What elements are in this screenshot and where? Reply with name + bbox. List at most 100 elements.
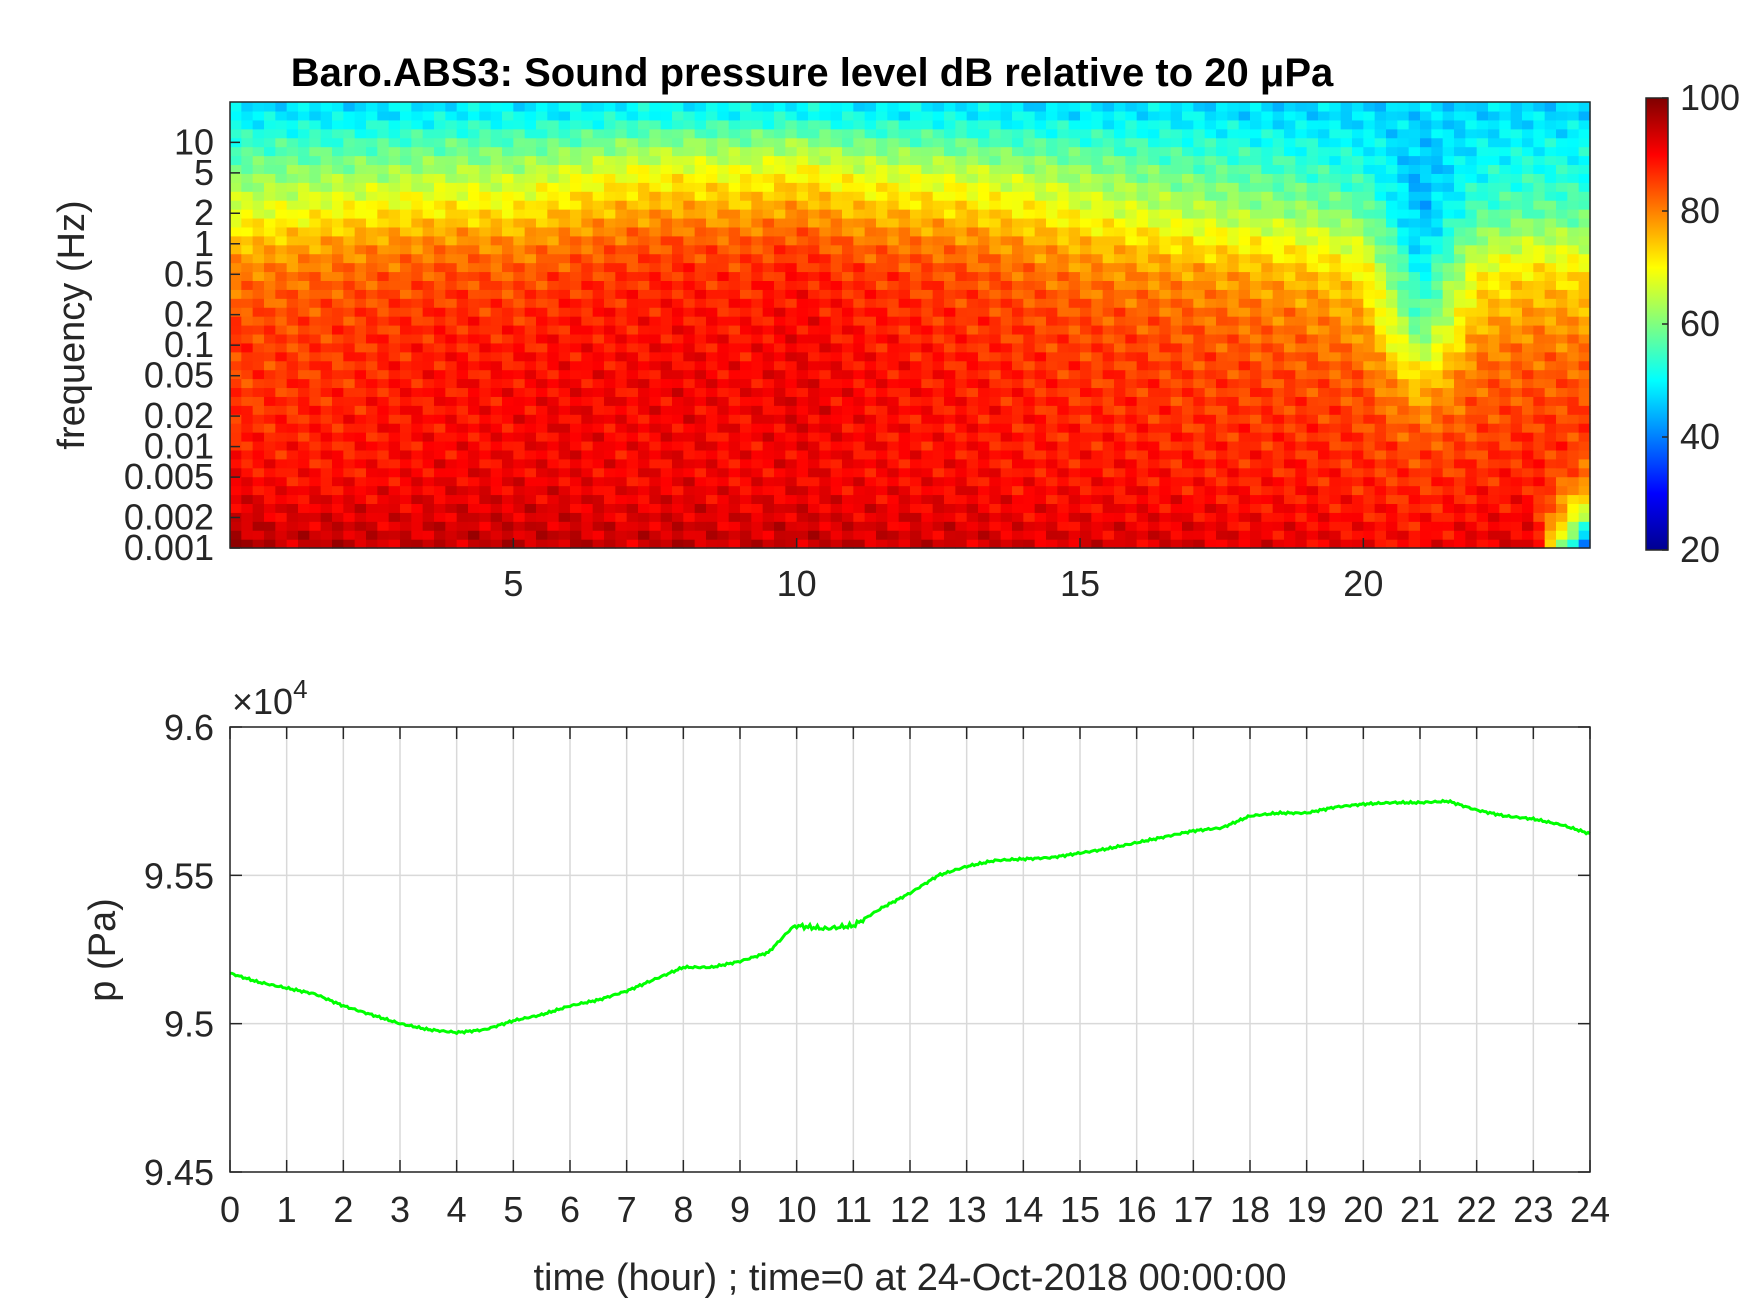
heatmap-cell bbox=[230, 405, 242, 415]
heatmap-cell bbox=[1204, 307, 1217, 317]
heatmap-cell bbox=[1125, 128, 1138, 139]
heatmap-cell bbox=[1091, 244, 1104, 255]
heatmap-cell bbox=[1329, 164, 1342, 174]
heatmap-cell bbox=[513, 423, 526, 433]
heatmap-cell bbox=[1170, 423, 1183, 433]
heatmap-cell bbox=[989, 423, 1002, 433]
heatmap-cell bbox=[819, 396, 832, 406]
heatmap-cell bbox=[694, 110, 707, 121]
heatmap-cell bbox=[1227, 369, 1240, 380]
heatmap-cell bbox=[1204, 440, 1217, 451]
heatmap-cell bbox=[638, 378, 650, 389]
heatmap-cell bbox=[853, 423, 866, 433]
heatmap-cell bbox=[1250, 396, 1262, 406]
heatmap-cell bbox=[740, 342, 752, 353]
heatmap-cell bbox=[1284, 110, 1296, 121]
heatmap-cell bbox=[1012, 102, 1024, 112]
heatmap-cell bbox=[320, 182, 333, 192]
heatmap-cell bbox=[1193, 128, 1206, 139]
heatmap-cell bbox=[672, 351, 684, 362]
heatmap-cell bbox=[468, 378, 480, 389]
heatmap-cell bbox=[524, 449, 537, 460]
heatmap-cell bbox=[717, 414, 730, 424]
heatmap-cell bbox=[468, 182, 480, 192]
heatmap-cell bbox=[1204, 432, 1217, 442]
heatmap-cell bbox=[502, 414, 514, 424]
heatmap-cell bbox=[706, 182, 718, 192]
heatmap-cell bbox=[377, 262, 390, 273]
heatmap-cell bbox=[388, 298, 401, 308]
heatmap-cell bbox=[728, 440, 741, 451]
heatmap-cell bbox=[286, 235, 299, 246]
heatmap-cell bbox=[275, 485, 288, 496]
heatmap-cell bbox=[1046, 512, 1058, 522]
heatmap-cell bbox=[728, 405, 741, 415]
heatmap-cell bbox=[978, 405, 990, 415]
heatmap-cell bbox=[1023, 298, 1036, 308]
heatmap-cell bbox=[581, 235, 594, 246]
heatmap-cell bbox=[955, 440, 968, 451]
heatmap-cell bbox=[604, 494, 616, 504]
heatmap-cell bbox=[230, 396, 242, 406]
heatmap-cell bbox=[1125, 333, 1138, 344]
heatmap-cell bbox=[1227, 449, 1240, 460]
heatmap-cell bbox=[921, 298, 934, 308]
heatmap-cell bbox=[1261, 351, 1274, 362]
heatmap-cell bbox=[570, 333, 582, 344]
heatmap-cell bbox=[1114, 503, 1126, 513]
heatmap-cell bbox=[298, 351, 310, 362]
heatmap-cell bbox=[1261, 164, 1274, 174]
heatmap-cell bbox=[1216, 414, 1228, 424]
heatmap-cell bbox=[1216, 110, 1228, 121]
heatmap-cell bbox=[1329, 155, 1342, 166]
heatmap-cell bbox=[762, 226, 775, 237]
heatmap-cell bbox=[694, 512, 707, 522]
heatmap-cell bbox=[230, 539, 242, 549]
heatmap-cell bbox=[490, 119, 503, 130]
heatmap-cell bbox=[1295, 146, 1308, 157]
heatmap-cell bbox=[694, 155, 707, 166]
heatmap-cell bbox=[626, 521, 639, 531]
heatmap-cell bbox=[830, 521, 843, 531]
heatmap-cell bbox=[615, 253, 628, 264]
heatmap-cell bbox=[1012, 396, 1024, 406]
heatmap-cell bbox=[513, 521, 526, 531]
heatmap-cell bbox=[1306, 102, 1319, 112]
heatmap-cell bbox=[1284, 432, 1296, 442]
heatmap-cell bbox=[1284, 325, 1296, 335]
heatmap-cell bbox=[785, 289, 798, 299]
heatmap-cell bbox=[241, 485, 254, 496]
spectrogram-heatmap bbox=[230, 102, 1591, 549]
heatmap-cell bbox=[808, 458, 820, 469]
heatmap-cell bbox=[468, 289, 480, 299]
heatmap-cell bbox=[910, 369, 922, 380]
heatmap-cell bbox=[615, 235, 628, 246]
heatmap-cell bbox=[717, 280, 730, 290]
heatmap-cell bbox=[592, 316, 605, 326]
heatmap-cell bbox=[490, 102, 503, 112]
heatmap-cell bbox=[547, 387, 560, 397]
heatmap-cell bbox=[388, 289, 401, 299]
heatmap-cell bbox=[592, 226, 605, 237]
heatmap-cell bbox=[989, 262, 1002, 273]
heatmap-cell bbox=[1352, 396, 1364, 406]
heatmap-cell bbox=[694, 521, 707, 531]
heatmap-cell bbox=[694, 173, 707, 183]
heatmap-cell bbox=[1068, 316, 1081, 326]
heatmap-cell bbox=[366, 458, 378, 469]
heatmap-cell bbox=[1352, 440, 1364, 451]
heatmap-cell bbox=[978, 333, 990, 344]
heatmap-cell bbox=[1136, 164, 1149, 174]
heatmap-cell bbox=[400, 476, 412, 487]
heatmap-cell bbox=[1318, 512, 1330, 522]
heatmap-cell bbox=[728, 423, 741, 433]
heatmap-cell bbox=[241, 503, 254, 513]
heatmap-cell bbox=[1125, 360, 1138, 371]
heatmap-cell bbox=[694, 280, 707, 290]
heatmap-cell bbox=[864, 342, 877, 353]
heatmap-cell bbox=[536, 164, 548, 174]
heatmap-cell bbox=[1046, 423, 1058, 433]
heatmap-cell bbox=[672, 226, 684, 237]
heatmap-cell bbox=[434, 449, 446, 460]
heatmap-cell bbox=[1306, 262, 1319, 273]
